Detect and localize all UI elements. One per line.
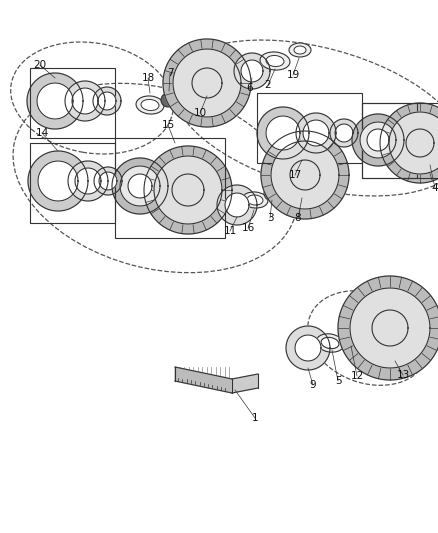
Bar [115,138,225,238]
Polygon shape [232,374,258,393]
Polygon shape [266,116,300,150]
Ellipse shape [344,332,356,344]
Ellipse shape [141,100,159,110]
Ellipse shape [289,43,311,57]
Polygon shape [234,53,270,89]
Bar [362,103,438,178]
Polygon shape [154,156,222,224]
Polygon shape [225,193,249,217]
Text: 16: 16 [241,223,254,233]
Polygon shape [94,167,122,195]
Polygon shape [271,141,339,209]
Text: 4: 4 [432,183,438,193]
Polygon shape [257,107,309,159]
Ellipse shape [161,93,175,107]
Polygon shape [28,151,88,211]
Polygon shape [99,172,117,190]
Polygon shape [286,326,330,370]
Text: 6: 6 [247,83,253,93]
Text: 10: 10 [194,108,207,118]
Ellipse shape [340,328,360,348]
Polygon shape [335,124,353,142]
Polygon shape [295,335,321,361]
Text: 7: 7 [167,68,173,78]
Polygon shape [75,168,101,194]
Polygon shape [112,158,168,214]
Polygon shape [360,122,396,158]
Text: 1: 1 [252,413,258,423]
Polygon shape [241,60,263,82]
Text: 14: 14 [35,128,49,138]
Polygon shape [144,146,232,234]
Bar [362,103,417,178]
Polygon shape [38,161,78,201]
Ellipse shape [264,185,280,201]
Bar [30,68,115,138]
Polygon shape [296,113,336,153]
Ellipse shape [266,55,284,67]
Polygon shape [389,112,438,174]
Polygon shape [68,161,108,201]
Polygon shape [93,87,121,115]
Polygon shape [37,83,73,119]
Polygon shape [163,39,251,127]
Polygon shape [27,73,83,129]
Text: 2: 2 [265,80,271,90]
Ellipse shape [260,52,290,70]
Text: 11: 11 [223,226,237,236]
Text: 15: 15 [161,120,175,130]
Ellipse shape [136,96,164,114]
Polygon shape [120,166,160,206]
Ellipse shape [321,337,339,349]
Text: 12: 12 [350,371,364,381]
Polygon shape [352,114,404,166]
Polygon shape [98,92,116,110]
Polygon shape [65,81,105,121]
Text: 20: 20 [33,60,46,70]
Text: 17: 17 [288,170,302,180]
Ellipse shape [316,334,344,352]
Polygon shape [261,131,349,219]
Bar [257,93,362,163]
Polygon shape [128,174,152,198]
Text: 5: 5 [335,376,341,386]
Bar [30,143,115,223]
Polygon shape [175,367,232,393]
Ellipse shape [247,195,263,205]
Polygon shape [217,185,257,225]
Polygon shape [380,103,438,183]
Polygon shape [350,288,430,368]
Text: 3: 3 [267,213,273,223]
Text: 8: 8 [295,213,301,223]
Polygon shape [367,129,389,151]
Polygon shape [72,88,98,114]
Polygon shape [330,119,358,147]
Text: 13: 13 [396,370,410,380]
Polygon shape [303,120,329,146]
Polygon shape [173,49,241,117]
Text: 19: 19 [286,70,300,80]
Polygon shape [338,276,438,380]
Text: 18: 18 [141,73,155,83]
Ellipse shape [242,192,268,208]
Ellipse shape [294,46,306,54]
Text: 9: 9 [310,380,316,390]
